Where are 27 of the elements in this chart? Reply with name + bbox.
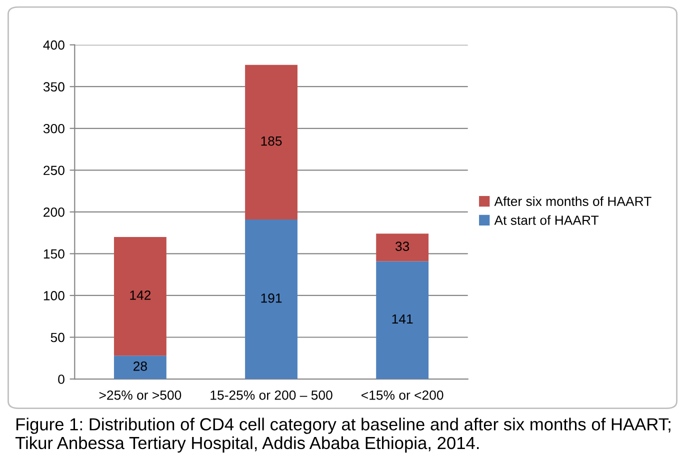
data-label: 33 xyxy=(395,242,410,251)
y-tick-label: 250 xyxy=(44,166,64,176)
bar xyxy=(114,356,166,380)
data-label: 141 xyxy=(392,314,413,324)
bar xyxy=(245,219,298,380)
bar xyxy=(376,234,429,262)
y-tick-label: 0 xyxy=(58,374,64,384)
x-tick-label: >25% or >500 xyxy=(99,390,182,400)
y-tick-label: 400 xyxy=(43,40,64,50)
y-tick-label: 200 xyxy=(44,207,64,217)
data-label: 142 xyxy=(130,290,151,300)
x-tick-label: <15% or <200 xyxy=(362,390,444,400)
data-label: 191 xyxy=(261,293,282,303)
data-label: 185 xyxy=(261,136,282,146)
data-label: 28 xyxy=(134,362,147,371)
legend-label: At start of HAART xyxy=(494,215,599,225)
y-tick-label: 150 xyxy=(44,249,64,259)
bar xyxy=(376,261,429,380)
y-tick-label: 300 xyxy=(43,124,64,134)
legend-label: After six months of HAART xyxy=(494,196,652,206)
y-tick-label: 50 xyxy=(50,332,64,342)
bar xyxy=(245,64,298,220)
x-tick-label: 15-25% or 200 – 500 xyxy=(210,390,332,400)
caption: Figure 1: Distribution of CD4 cell category at baseline and after six months of HAART; Tikur Anbessa Tertiary Hospital, Addis Ababa Ethiopia, 2014. xyxy=(15,418,670,453)
bar xyxy=(114,236,166,356)
y-tick-label: 350 xyxy=(43,82,64,92)
y-tick-label: 100 xyxy=(44,291,64,300)
